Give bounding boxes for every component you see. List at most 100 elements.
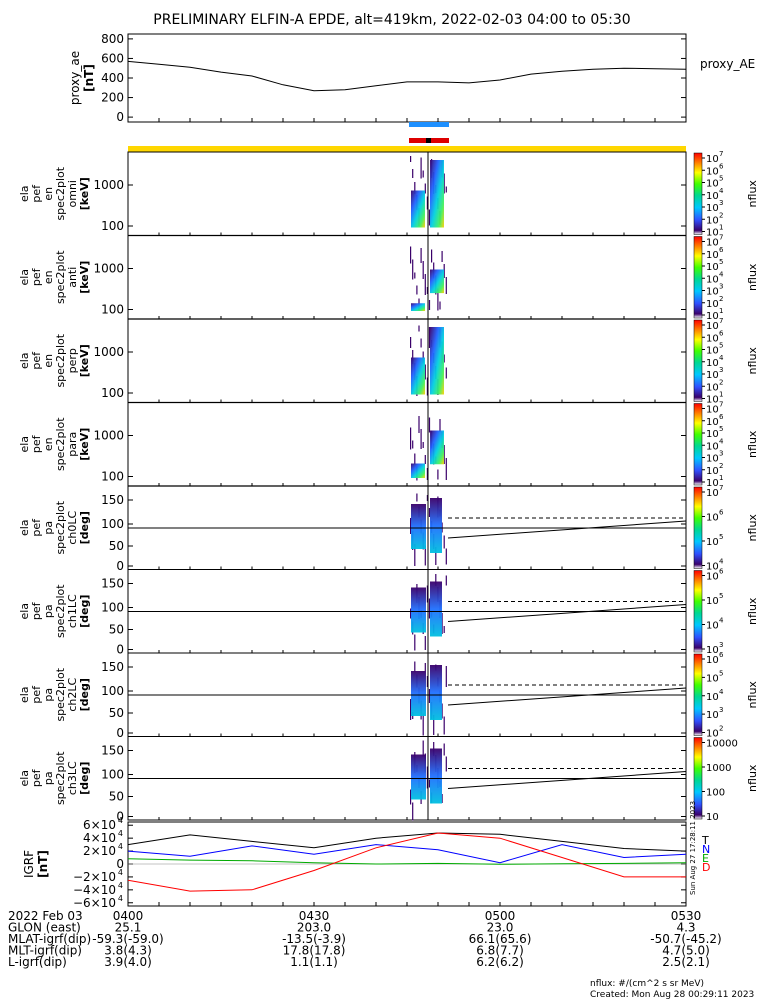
spectrogram-core-left	[411, 303, 425, 311]
colorbar-tick-label: 10	[706, 287, 719, 298]
panel-ytick-label: 0	[116, 810, 124, 824]
igrf-ylabel-2: [nT]	[36, 850, 50, 878]
row-value: 0530	[671, 909, 702, 923]
colorbar-tick-label: 10	[706, 238, 719, 249]
colorbar	[693, 236, 703, 319]
colorbar	[693, 486, 703, 569]
spectrogram-data	[410, 653, 447, 737]
spectrogram-streak	[445, 458, 447, 480]
colorbar-tick-exponent: 6	[719, 509, 724, 517]
spectrogram-streak	[435, 574, 437, 586]
panel-frame	[127, 151, 687, 236]
spectrogram-streak	[439, 301, 441, 310]
panel-ylabel-line: ch2LC	[66, 678, 79, 712]
proxy-ae-panel: proxy_ae [nT] 800 600 400 200 0 proxy_AE	[68, 32, 755, 124]
row-label: MLAT-igrf(dip)	[8, 932, 91, 946]
orbit-annotation-table: 2022 Feb 03 0400 0430 0500 0530 GLON (east) 25…	[8, 909, 722, 969]
colorbar-label: nflux	[746, 764, 759, 792]
panel-ylabel-line: spec2plot	[54, 417, 67, 471]
colorbar-tick-label: 10	[706, 466, 719, 477]
spectrogram-streak	[426, 676, 428, 687]
spectrogram-streak	[424, 183, 426, 194]
spectrogram-streak	[412, 169, 414, 178]
igrf-panel: IGRF [nT] 6×10 44×10 42×10 40−2×10 4−4×10 4−6…	[22, 801, 710, 910]
panel-ylabel-line: ch1LC	[66, 594, 79, 628]
spectrogram-streak	[443, 173, 445, 194]
panel-ylabel-line: [keV]	[78, 428, 91, 461]
colorbar-tick-exponent: 4	[719, 437, 724, 445]
colorbar	[693, 319, 703, 402]
spectrogram-streak	[426, 585, 428, 603]
row-value: 17.8(17.8)	[283, 944, 346, 958]
spectrogram-streak	[445, 367, 447, 379]
spectrogram-streak	[410, 246, 412, 264]
colorbar-tick-exponent: 2	[719, 725, 723, 733]
panel-ytick-label: 50	[109, 706, 124, 720]
panel-ylabel-line: en	[42, 270, 55, 284]
colorbar-tick-exponent: 5	[719, 533, 723, 541]
spectrogram-streak	[437, 469, 439, 480]
colorbar-tick-label: 10	[706, 346, 719, 357]
colorbar-tick-exponent: 7	[719, 234, 723, 242]
spectrogram-streak	[437, 288, 439, 311]
spectrogram-streak	[410, 156, 412, 162]
row-value: 3.8(4.3)	[104, 944, 152, 958]
colorbar-tick-label: 10	[706, 812, 719, 823]
row-label: GLON (east)	[8, 921, 81, 935]
spectrogram-streak	[424, 663, 426, 671]
anti-loss-cone-line	[447, 604, 687, 622]
colorbar-tick-label: 10	[706, 262, 719, 273]
panel-ytick-label: 1000	[93, 178, 124, 192]
spectrogram-streak	[435, 547, 437, 565]
spectrogram-streak	[443, 535, 445, 549]
panel-ylabel-line: pef	[30, 601, 43, 620]
colorbar-tick-label: 10	[706, 358, 719, 369]
spectrogram-streak	[414, 453, 416, 465]
panel-ytick-label: 100	[101, 219, 124, 233]
igrf-ytick-exponent: 4	[118, 881, 123, 890]
spectrogram-streak	[422, 170, 424, 178]
panel-ylabel-line: pa	[42, 771, 55, 785]
colorbar-tick-label: 10	[706, 513, 719, 524]
spectrogram-streak	[424, 274, 426, 295]
spectrogram-streak	[443, 743, 445, 756]
spectrogram-streak	[428, 508, 431, 517]
colorbar-tick-exponent: 6	[719, 568, 724, 576]
panel-ylabel-line: omni	[66, 180, 79, 207]
colorbar-tick-label: 10	[706, 166, 719, 177]
panel-ylabel-line: perp	[66, 348, 79, 373]
spectrogram-streak	[443, 264, 445, 278]
colorbar-tick-exponent: 5	[719, 175, 723, 183]
panel-ylabel-line: spec2plot	[54, 333, 67, 387]
colorbar-tick-label: 10	[706, 417, 719, 428]
spectrogram-streak	[414, 634, 416, 651]
colorbar-label: nflux	[746, 597, 759, 625]
colorbar-tick-exponent: 4	[719, 688, 724, 696]
spectrogram-streak	[433, 715, 435, 735]
panel-ytick-label: 1000	[93, 262, 124, 276]
igrf-ytick-label: 4×10	[83, 831, 116, 845]
colorbar-tick-exponent: 7	[719, 401, 723, 409]
colorbar-tick-exponent: 4	[719, 617, 724, 625]
spectrogram-streak	[441, 613, 443, 634]
panel-ylabel-line: [deg]	[78, 595, 91, 628]
panel-ylabel-line: ela	[18, 686, 31, 703]
panel-ytick-label: 0	[116, 643, 124, 657]
spectrogram-streak	[445, 186, 447, 193]
colorbar-tick-exponent: 5	[719, 258, 723, 266]
igrf-ytick-exponent: 4	[118, 894, 123, 903]
colorbar-tick-label: 10	[706, 215, 719, 226]
panel-ylabel-line: [keV]	[78, 344, 91, 377]
spectrogram-streak	[422, 713, 424, 736]
colorbar-tick-label: 10	[706, 562, 719, 573]
colorbar-tick-label: 10	[706, 191, 719, 202]
spectrogram-streak	[426, 766, 428, 789]
spectrogram-core-right	[430, 498, 442, 553]
colorbar-tick-exponent: 7	[719, 150, 723, 158]
spectrogram-streak	[439, 419, 441, 432]
panel-ylabel-line: spec2plot	[54, 584, 67, 638]
spectrogram-streak	[424, 636, 426, 650]
spectrogram-streak	[414, 661, 416, 672]
